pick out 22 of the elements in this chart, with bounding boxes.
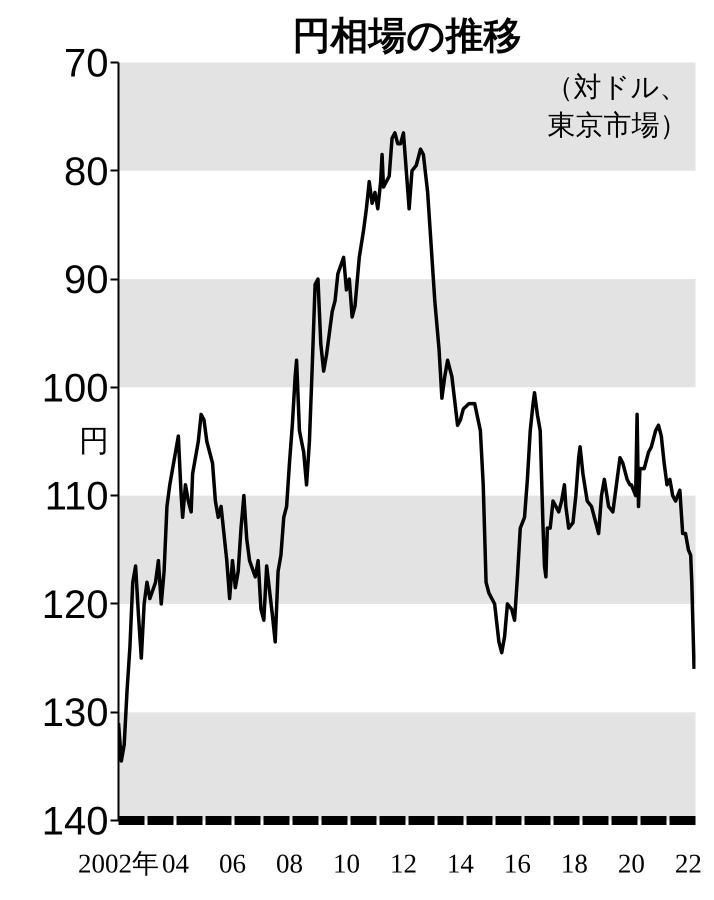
y-tick-label: 80 [64,150,109,194]
annotation: （対ドル、東京市場） [546,70,688,142]
chart-title: 円相場の推移 [292,14,522,58]
x-tick-label: 12 [390,848,417,878]
x-tick-label: 04 [162,848,190,878]
y-tick-label: 70 [64,42,109,86]
y-tick-label: 130 [42,691,109,736]
x-tick-label: 16 [504,848,531,878]
y-tick-label: 100 [42,366,109,410]
x-tick-label: 08 [276,848,303,878]
x-tick-label: 2002年 [78,848,159,878]
x-tick-label: 10 [332,848,360,878]
y-tick-label: 90 [64,258,109,302]
y-tick-label: 140 [42,800,109,844]
x-tick-label: 20 [618,848,645,878]
y-axis-title: 円 [78,424,109,459]
y-tick-label: 120 [42,582,109,627]
x-tick-label: 18 [560,848,588,878]
x-tick-label: 14 [446,848,474,878]
x-tick-label: 22 [674,848,702,878]
y-tick-label: 110 [44,474,109,519]
x-tick-label: 06 [218,848,246,878]
